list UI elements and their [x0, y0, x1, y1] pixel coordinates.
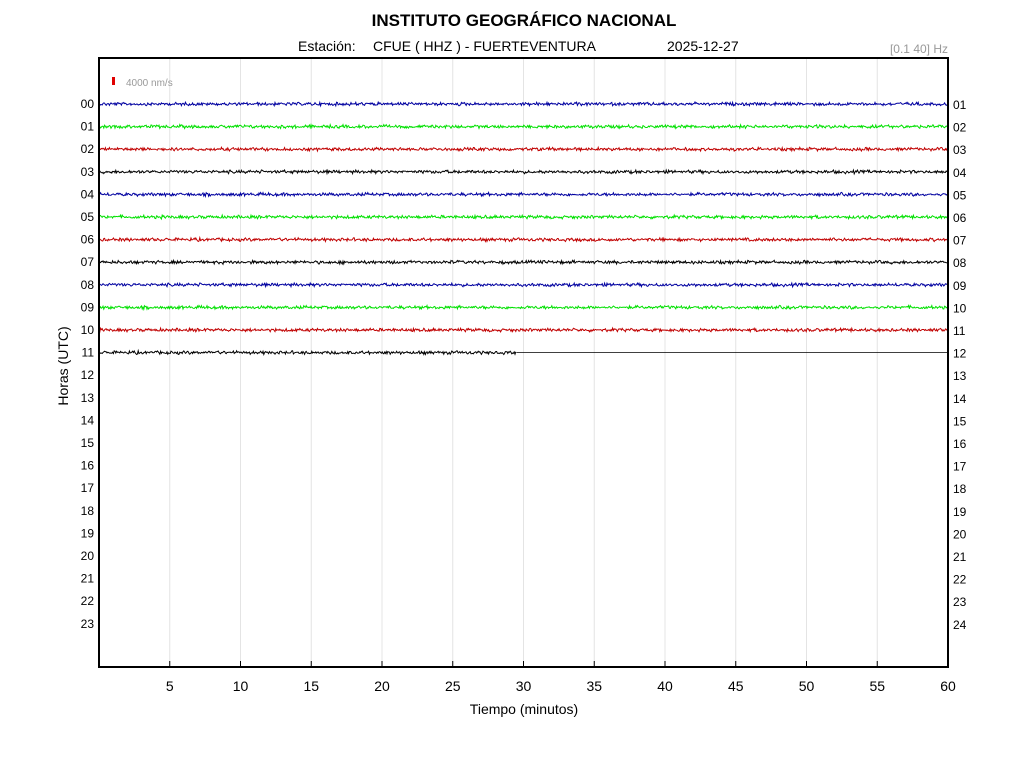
station-name: CFUE ( HHZ ) - FUERTEVENTURA [373, 38, 597, 54]
trace-hour-01 [98, 122, 949, 130]
right-hour-label: 15 [953, 414, 967, 428]
left-hour-label: 06 [81, 233, 95, 247]
grid-lines [169, 58, 878, 667]
right-hour-label: 19 [953, 505, 967, 519]
amplitude-scale-label: 4000 nm/s [126, 78, 173, 89]
right-hour-label: 01 [953, 98, 967, 112]
right-hour-label: 22 [953, 573, 967, 587]
trace-hour-03 [98, 168, 949, 176]
record-date: 2025-12-27 [667, 38, 739, 54]
left-hour-label: 13 [81, 391, 95, 405]
left-hour-label: 04 [81, 187, 95, 201]
right-hour-label: 23 [953, 595, 967, 609]
right-hour-label: 20 [953, 527, 967, 541]
station-prefix: Estación: [298, 38, 356, 54]
right-hour-label: 07 [953, 234, 967, 248]
left-hour-label: 03 [81, 165, 95, 179]
left-hour-label: 08 [81, 278, 95, 292]
x-tick-label: 15 [303, 678, 319, 694]
x-tick-label: 55 [869, 678, 885, 694]
left-hour-label: 18 [81, 504, 95, 518]
right-hour-labels: 01 02 03 04 05 06 07 08 09 10 11 12 13 14 15 16 17 18 19 20… [953, 98, 967, 632]
left-hour-label: 22 [81, 594, 95, 608]
left-hour-label: 20 [81, 549, 95, 563]
left-hour-label: 01 [81, 120, 95, 134]
left-hour-label: 14 [81, 413, 95, 427]
x-tick-label: 50 [799, 678, 815, 694]
x-tick-label: 30 [516, 678, 532, 694]
amplitude-scale-bar [112, 77, 115, 85]
y-axis-label: Horas (UTC) [55, 326, 71, 405]
right-hour-label: 18 [953, 482, 967, 496]
trace-hour-06 [98, 235, 949, 243]
x-tick-label: 45 [728, 678, 744, 694]
left-hour-label: 23 [81, 617, 95, 631]
left-hour-label: 09 [81, 300, 95, 314]
right-hour-label: 09 [953, 279, 967, 293]
x-tick-label: 25 [445, 678, 461, 694]
left-hour-label: 19 [81, 526, 95, 540]
frequency-band: [0.1 40] Hz [890, 42, 948, 56]
right-hour-label: 13 [953, 369, 967, 383]
left-hour-label: 02 [81, 142, 95, 156]
right-hour-label: 24 [953, 618, 967, 632]
right-hour-label: 17 [953, 460, 967, 474]
trace-hour-05 [98, 213, 949, 221]
left-hour-label: 10 [81, 323, 95, 337]
left-hour-label: 15 [81, 436, 95, 450]
left-hour-labels: 00 01 02 03 04 05 06 07 08 09 10 11 12 13 14 15 16 17 18 19… [81, 97, 95, 631]
trace-hour-09 [98, 304, 948, 312]
trace-hour-07 [98, 258, 948, 266]
x-axis-ticks: 5 10 15 20 25 30 35 40 45 50 55 60 [166, 661, 956, 694]
right-hour-label: 08 [953, 256, 967, 270]
trace-hour-02 [98, 145, 948, 153]
left-hour-label: 17 [81, 481, 95, 495]
trace-hour-10 [98, 326, 948, 334]
x-tick-label: 35 [586, 678, 602, 694]
x-tick-label: 40 [657, 678, 673, 694]
trace-hour-11 [98, 348, 517, 356]
left-hour-label: 12 [81, 368, 95, 382]
left-hour-label: 16 [81, 459, 95, 473]
x-tick-label: 60 [940, 678, 956, 694]
x-tick-label: 20 [374, 678, 390, 694]
right-hour-label: 06 [953, 211, 967, 225]
left-hour-label: 07 [81, 255, 95, 269]
right-hour-label: 10 [953, 301, 967, 315]
left-hour-label: 21 [81, 572, 95, 586]
chart-title: INSTITUTO GEOGRÁFICO NACIONAL [372, 11, 677, 30]
right-hour-label: 11 [953, 324, 966, 338]
x-tick-label: 10 [233, 678, 249, 694]
left-hour-label: 00 [81, 97, 95, 111]
x-axis-label: Tiempo (minutos) [470, 701, 578, 717]
right-hour-label: 21 [953, 550, 967, 564]
trace-hour-00 [98, 100, 948, 108]
right-hour-label: 02 [953, 121, 967, 135]
right-hour-label: 12 [953, 347, 967, 361]
right-hour-label: 14 [953, 392, 967, 406]
x-tick-label: 5 [166, 678, 174, 694]
seismic-traces [98, 100, 949, 356]
right-hour-label: 04 [953, 166, 967, 180]
right-hour-label: 03 [953, 143, 967, 157]
left-hour-label: 05 [81, 210, 95, 224]
right-hour-label: 05 [953, 188, 967, 202]
trace-hour-08 [98, 281, 949, 289]
right-hour-label: 16 [953, 437, 967, 451]
trace-hour-04 [98, 191, 948, 199]
left-hour-label: 11 [82, 346, 95, 360]
